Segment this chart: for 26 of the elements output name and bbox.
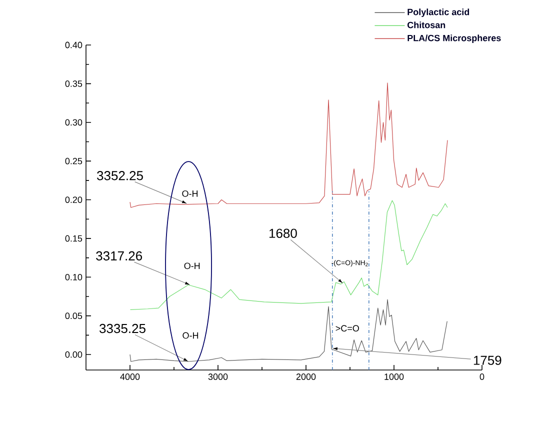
x-tick-label: 0 (480, 374, 484, 380)
x-tick-label: 3000 (208, 374, 228, 380)
x-tick-label: 2000 (296, 374, 316, 380)
annotation: 1759 (474, 356, 502, 365)
annotation: 3352.25 (97, 171, 143, 180)
annotation: 1680 (269, 228, 297, 238)
x-tick-label: 4000 (120, 374, 140, 380)
y-tick-label: 0.00 (65, 351, 82, 358)
legend-label: Chitosan (407, 22, 446, 28)
legend-label: PLA/CS Microspheres (408, 34, 501, 44)
y-tick-label: 0.10 (65, 274, 82, 280)
annotation: 3317.26 (96, 251, 142, 260)
annotation: O-H (182, 332, 198, 339)
y-tick-label: 0.35 (65, 80, 82, 87)
y-tick-label: 0.20 (65, 196, 82, 203)
y-tick-label: 0.15 (65, 235, 82, 242)
annotation: O-H (184, 262, 200, 270)
legend-label: Polylactic acid (408, 8, 470, 17)
y-tick-label: 0.40 (65, 42, 82, 48)
y-tick-label: 0.05 (65, 312, 82, 320)
y-tick-label: 0.25 (65, 158, 82, 164)
annotation: O-H (182, 190, 198, 197)
x-tick-label: 1000 (384, 374, 404, 380)
annotation: 3335.25 (100, 324, 146, 334)
y-tick-label: 0.30 (65, 119, 82, 126)
annotation: >C=O (336, 325, 359, 332)
